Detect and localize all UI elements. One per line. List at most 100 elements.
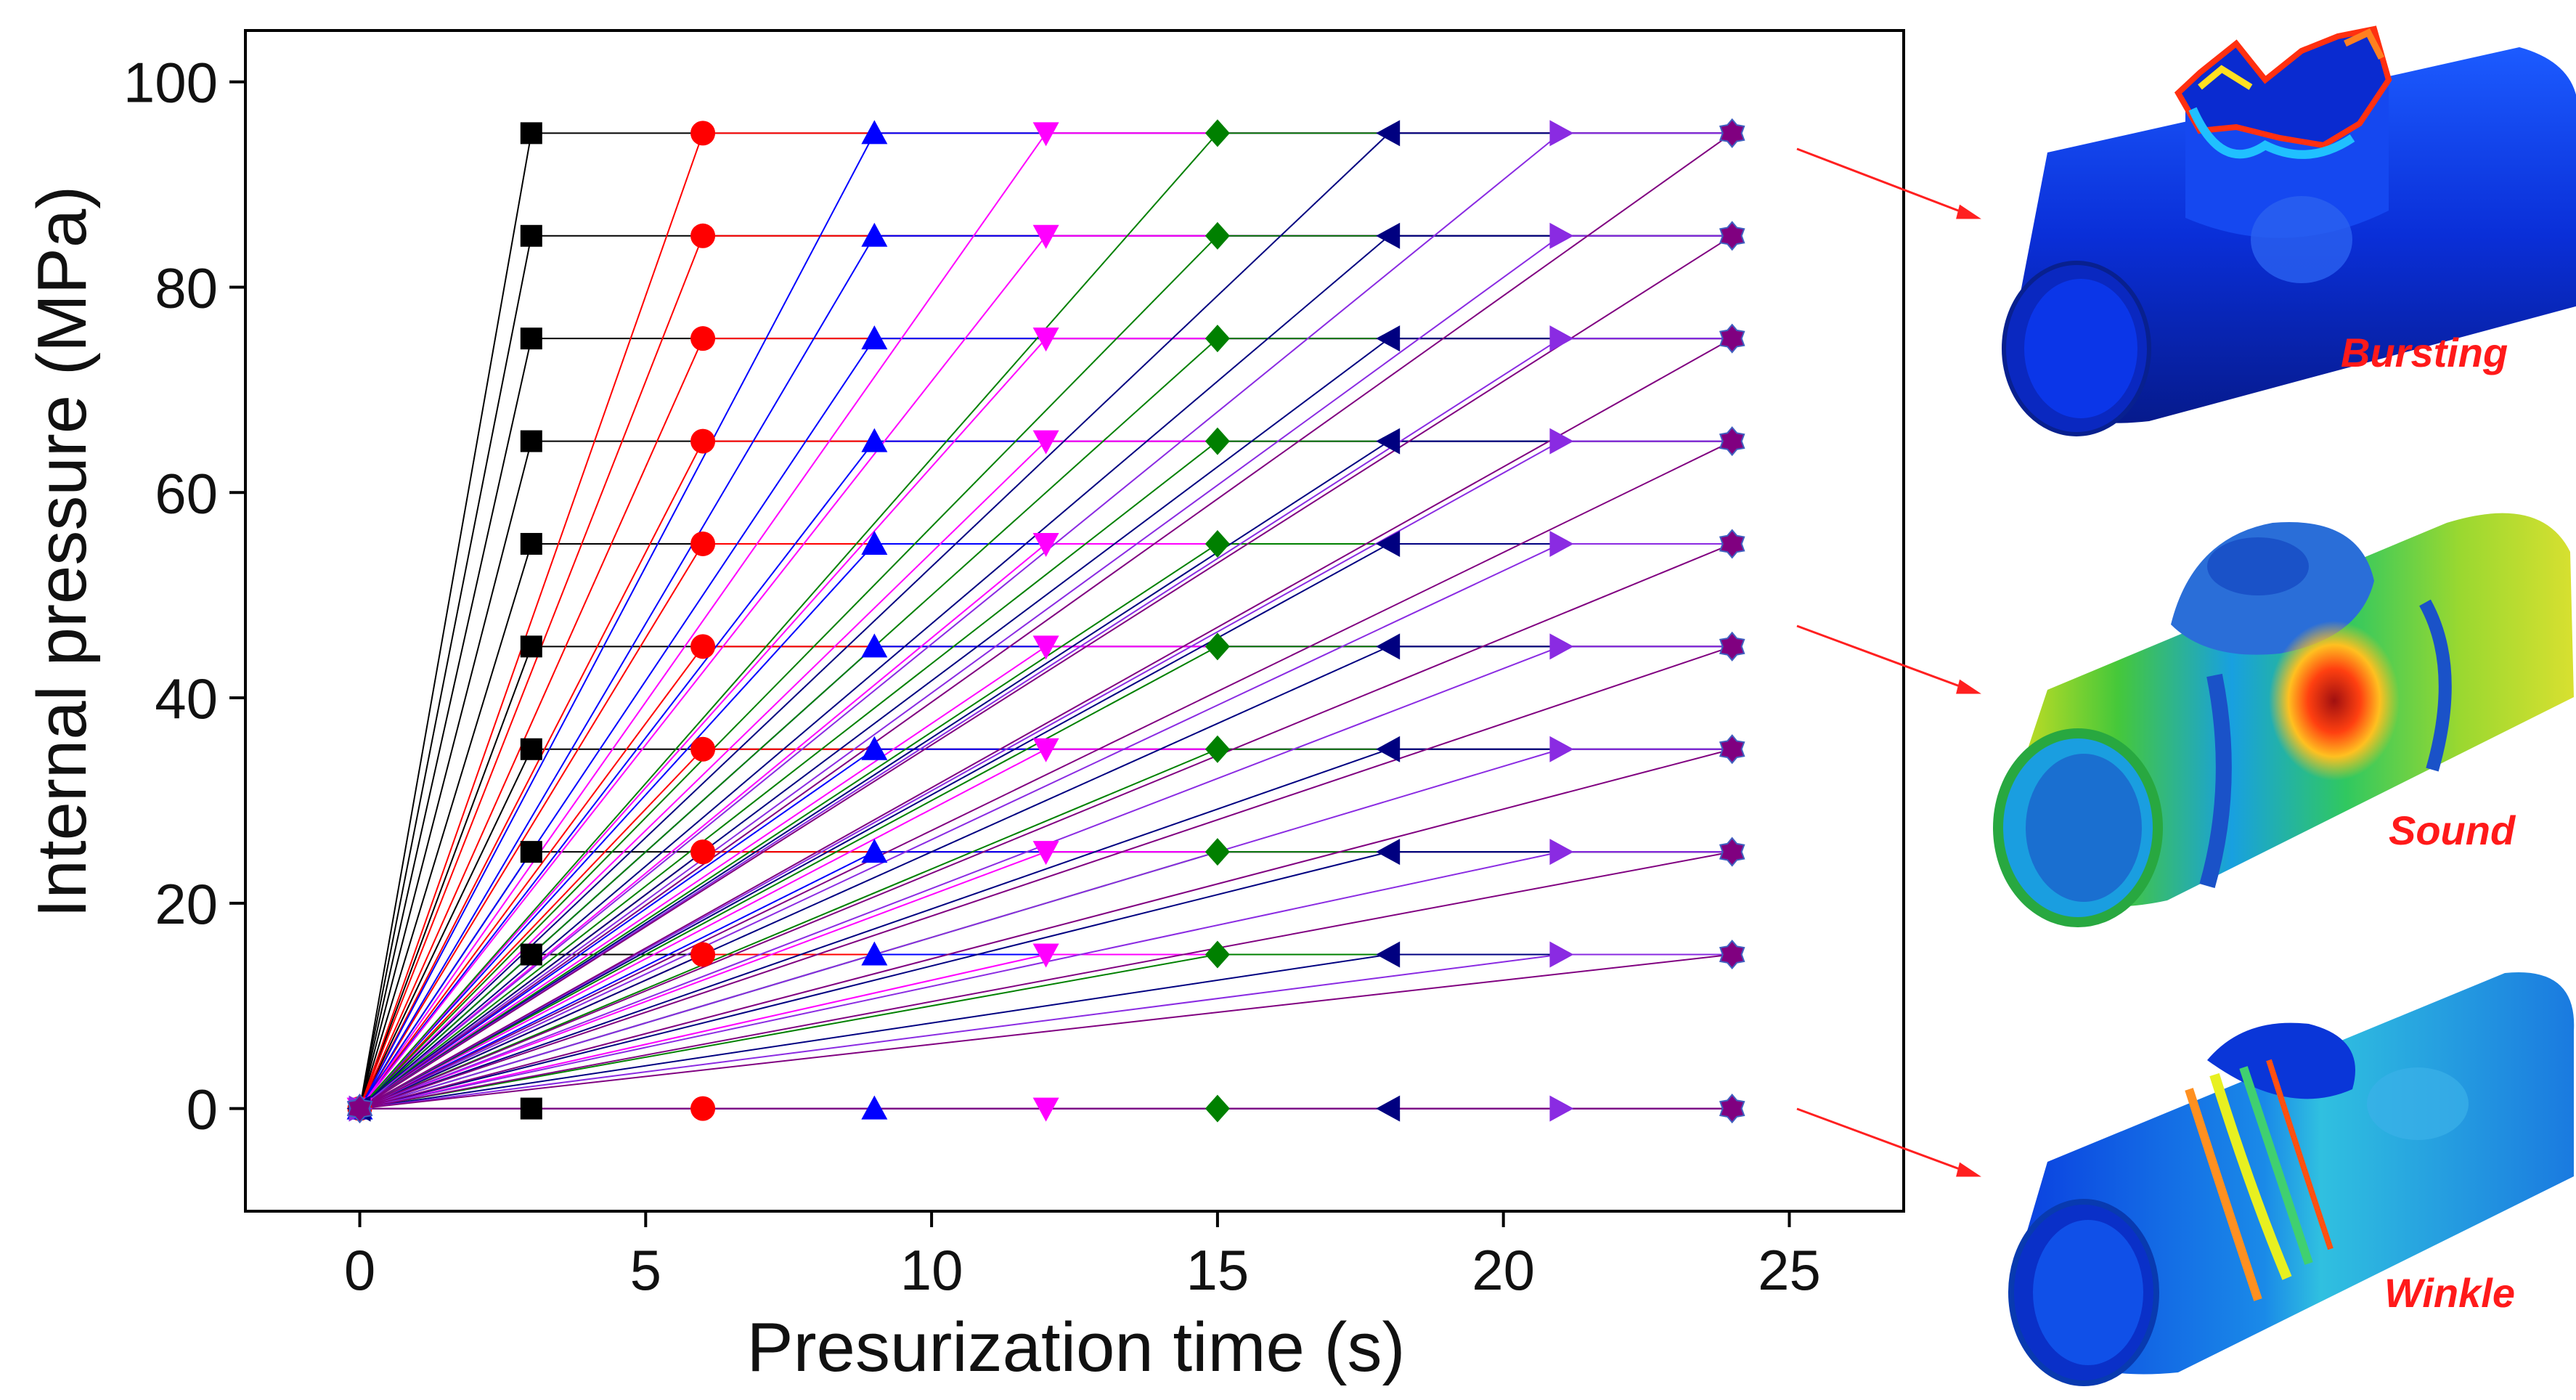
series-line [359, 543, 1561, 1110]
series-line [359, 543, 704, 1110]
series-line [359, 543, 532, 1109]
annotation-arrows [1796, 147, 1981, 1177]
series-line [359, 953, 1218, 1110]
series-line [359, 235, 704, 1109]
sound-pipe-image [1993, 513, 2574, 927]
series-line [359, 646, 1047, 1110]
data-point [1719, 118, 1745, 148]
data-point [1032, 224, 1059, 249]
wrinkle-pipe-image [2008, 972, 2575, 1386]
data-point [1719, 939, 1745, 970]
data-point [690, 428, 716, 454]
series-line [359, 441, 704, 1110]
label-sound: Sound [2389, 807, 2516, 853]
series-line [359, 646, 1218, 1110]
series-line [359, 132, 1218, 1110]
plot-markers [346, 118, 1745, 1124]
series-line [359, 235, 876, 1110]
arrow-sound-head [1956, 679, 1981, 694]
series-line [359, 748, 1218, 1110]
label-bursting: Bursting [2341, 330, 2508, 375]
data-point [520, 327, 542, 350]
data-point [861, 1095, 888, 1120]
series-line [359, 132, 876, 1110]
series-line [359, 440, 1561, 1110]
series-line [359, 338, 1733, 1110]
series-line [359, 851, 875, 1110]
x-tick-label: 5 [630, 1238, 661, 1302]
series-line [359, 748, 1561, 1110]
data-point [1376, 530, 1401, 557]
data-point [1032, 943, 1059, 968]
data-point [1549, 1095, 1574, 1122]
series-line [359, 441, 532, 1109]
series-line [359, 338, 1047, 1110]
series-line [359, 338, 1218, 1110]
data-point [1719, 529, 1745, 559]
burst-pipe-image [2002, 25, 2576, 436]
data-point [861, 530, 888, 555]
data-point [1032, 738, 1059, 762]
x-axis-title: Presurization time (s) [747, 1309, 1406, 1386]
plot-ticks: 0 5 10 15 20 25 0 20 40 60 80 100 [123, 51, 1821, 1302]
x-tick-label: 10 [900, 1238, 963, 1302]
series-line [359, 338, 704, 1110]
series-line [359, 132, 1562, 1110]
series-line [359, 440, 876, 1110]
series-line [359, 235, 1047, 1110]
data-point [1719, 734, 1745, 765]
data-point [520, 224, 542, 247]
data-point [1205, 529, 1230, 558]
series-line [359, 851, 1561, 1110]
data-point [1549, 839, 1574, 866]
x-tick-label: 0 [344, 1238, 375, 1302]
series-line [359, 440, 1218, 1110]
series-line [359, 338, 1561, 1110]
y-tick-label: 60 [155, 461, 218, 525]
data-point [1376, 325, 1401, 352]
series-line [359, 646, 532, 1109]
series-line [359, 953, 1732, 1110]
y-tick-label: 40 [155, 667, 218, 730]
data-point [690, 121, 716, 146]
data-point [1205, 221, 1230, 250]
data-point [1719, 221, 1745, 251]
data-point [1205, 940, 1230, 969]
arrow-winkle-head [1956, 1162, 1981, 1177]
data-point [690, 531, 716, 556]
series-line [359, 132, 1733, 1110]
data-point [1719, 837, 1745, 867]
series-line [359, 748, 875, 1110]
data-point [1376, 428, 1401, 455]
data-point [690, 736, 716, 762]
series-line [359, 133, 704, 1109]
series-line [359, 440, 1047, 1110]
data-point [1376, 1095, 1401, 1122]
data-point [690, 326, 716, 351]
series-line [359, 748, 1390, 1110]
data-point [1549, 633, 1574, 660]
series-line [359, 235, 1218, 1110]
data-point [690, 839, 716, 865]
arrow-winkle [1796, 1107, 1974, 1176]
data-point [1549, 222, 1574, 249]
data-point [861, 222, 888, 247]
series-line [359, 235, 1733, 1110]
series-line [359, 543, 876, 1110]
data-point [1032, 532, 1059, 557]
data-point-origin [346, 1094, 373, 1124]
x-tick-label: 20 [1472, 1238, 1535, 1302]
data-point [520, 738, 542, 760]
data-point [690, 942, 716, 967]
series-line [359, 543, 1390, 1110]
data-point [861, 839, 888, 863]
data-point [1719, 1094, 1745, 1124]
data-point [520, 430, 542, 452]
series-line [359, 132, 1047, 1110]
data-point [690, 223, 716, 248]
series-line [359, 851, 1046, 1110]
series-line [359, 953, 1390, 1110]
data-point [1549, 941, 1574, 968]
data-point [1719, 426, 1745, 457]
data-point [1032, 635, 1059, 660]
